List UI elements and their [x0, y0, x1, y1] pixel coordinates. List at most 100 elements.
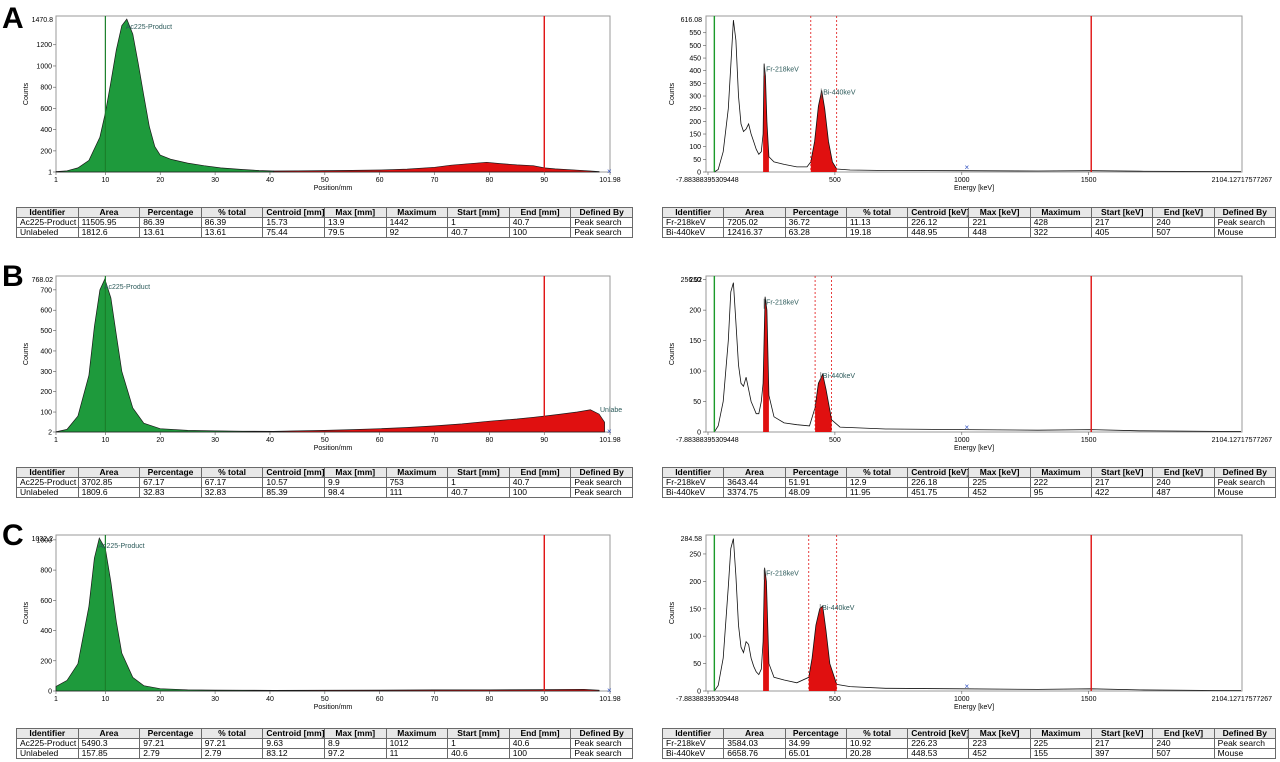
table-cell: 97.2 — [323, 748, 387, 759]
end-cross-marker: × — [607, 686, 612, 695]
table-row: Ac225-Product 3702.85 67.17 67.17 10.57 9.9 75… — [16, 477, 633, 488]
y-tick-label: 800 — [40, 85, 52, 92]
table-cell: 34.99 — [784, 738, 847, 749]
table-cell: 155 — [1029, 748, 1093, 759]
y-tick-label: 100 — [689, 369, 701, 376]
x-tick-label: 1000 — [954, 696, 970, 703]
y-tick-label: 450 — [689, 56, 701, 63]
table-cell: Ac225-Product — [16, 217, 79, 228]
table-header-cell: Area — [723, 467, 786, 478]
table-header-cell: Percentage — [139, 728, 202, 739]
x-tick-label: 500 — [829, 437, 841, 444]
table-cell: Mouse — [1213, 227, 1277, 238]
table-header-cell: % total — [200, 207, 264, 218]
table-cell: 225 — [1029, 738, 1093, 749]
table-cell: 240 — [1152, 217, 1215, 228]
y-tick-label: 600 — [40, 106, 52, 113]
table-cell: 322 — [1029, 227, 1093, 238]
position-chart-b: × Ac225-Product Unlabe 768.02 2 100 200 300 400 5… — [23, 275, 622, 452]
y-axis-label: Counts — [669, 82, 676, 105]
cross-marker: × — [965, 423, 970, 432]
table-cell: 223 — [968, 738, 1031, 749]
table-header-cell: Defined By — [570, 207, 633, 218]
table-header-cell: Maximum — [385, 207, 449, 218]
table-header-cell: Percentage — [139, 207, 202, 218]
table-cell: 86.39 — [139, 217, 202, 228]
table-header-cell: % total — [845, 207, 909, 218]
y-tick-label: 200 — [40, 148, 52, 155]
peak-label-bi440: Bi-440keV — [822, 605, 855, 612]
y-max-label: 1032.2 — [32, 536, 54, 543]
table-header-cell: Defined By — [1213, 467, 1277, 478]
table-header-cell: Start [mm] — [447, 467, 510, 478]
table-cell: 67.17 — [200, 477, 264, 488]
end-cross-marker: × — [607, 427, 612, 436]
x-axis-label: Energy [keV] — [954, 704, 994, 711]
y-tick-label: 100 — [689, 144, 701, 151]
table-cell: Bi-440keV — [661, 487, 725, 498]
plot-frame — [705, 275, 1243, 433]
table-header-cell: Centroid [mm] — [262, 207, 325, 218]
panel-letter-a: A — [2, 2, 24, 35]
x-tick-label: 60 — [376, 177, 384, 184]
y-max-label: 768.02 — [32, 277, 54, 284]
x-min-label: -7.88388395309448 — [676, 437, 739, 444]
peak-label-fr218: Fr-218keV — [766, 67, 799, 74]
x-tick-label: 20 — [156, 696, 164, 703]
peak-table-position-c: Identifier Area Percentage% total Centroid … — [16, 728, 633, 759]
y-axis-label: Counts — [669, 601, 676, 624]
table-header-cell: Maximum — [1029, 467, 1093, 478]
x-tick-label: 80 — [486, 696, 494, 703]
peak-area-product — [55, 537, 274, 692]
peak-table-energy-a: Identifier Area Percentage% total Centroid … — [661, 207, 1277, 238]
x-max-label: 2104.12717577267 — [1212, 177, 1272, 184]
x-tick-label: 50 — [321, 177, 329, 184]
x-max-label: 2104.12717577267 — [1212, 437, 1272, 444]
table-cell: 111 — [385, 487, 449, 498]
table-header-cell: Area — [723, 207, 786, 218]
table-header-cell: Centroid [keV] — [907, 467, 970, 478]
table-cell: 507 — [1152, 227, 1215, 238]
table-cell: 97.21 — [200, 738, 264, 749]
table-header-cell: Percentage — [784, 207, 847, 218]
table-header-cell: Max [keV] — [968, 467, 1031, 478]
peak-table-energy-b: Identifier Area Percentage% total Centroid … — [661, 467, 1277, 498]
x-tick-label: 80 — [486, 437, 494, 444]
table-cell: Peak search — [1213, 477, 1277, 488]
table-cell: 79.5 — [323, 227, 387, 238]
peak-label-unlabeled: Unlabe — [600, 407, 622, 414]
peak-label-fr218: Fr-218keV — [766, 300, 799, 307]
table-row: Unlabeled 157.85 2.79 2.79 83.12 97.2 11 40.6 10… — [16, 748, 633, 759]
table-header-cell: Identifier — [661, 728, 725, 739]
table-cell: 15.73 — [262, 217, 325, 228]
x-axis-label: Position/mm — [314, 704, 353, 711]
table-header-cell: Area — [723, 728, 786, 739]
table-cell: 217 — [1091, 477, 1154, 488]
x-tick-label: 70 — [431, 696, 439, 703]
table-cell: 13.61 — [200, 227, 264, 238]
table-header-cell: End [keV] — [1152, 728, 1215, 739]
table-header-cell: Start [keV] — [1091, 207, 1154, 218]
table-cell: Bi-440keV — [661, 748, 725, 759]
table-cell: 240 — [1152, 477, 1215, 488]
table-cell: 226.23 — [907, 738, 970, 749]
peak-label-product: Ac225-Product — [98, 543, 144, 550]
panel-letter-c: C — [2, 519, 24, 552]
plot-frame — [705, 534, 1243, 692]
table-cell: 97.21 — [139, 738, 202, 749]
table-cell: Fr-218keV — [661, 477, 725, 488]
y-tick-label: 200 — [689, 579, 701, 586]
table-cell: 5490.3 — [77, 738, 141, 749]
table-cell: 753 — [385, 477, 449, 488]
table-cell: 12416.37 — [723, 227, 786, 238]
table-header-cell: Centroid [keV] — [907, 207, 970, 218]
table-cell: Peak search — [570, 217, 633, 228]
table-header-cell: Defined By — [1213, 207, 1277, 218]
x-tick-label: 1500 — [1081, 696, 1097, 703]
table-cell: 100 — [508, 748, 572, 759]
table-header-cell: Max [mm] — [323, 467, 387, 478]
table-cell: Unlabeled — [16, 227, 79, 238]
y-tick-label: 1200 — [36, 42, 52, 49]
table-cell: 225 — [968, 477, 1031, 488]
peak-label-product: Ac225-Product — [126, 24, 172, 31]
